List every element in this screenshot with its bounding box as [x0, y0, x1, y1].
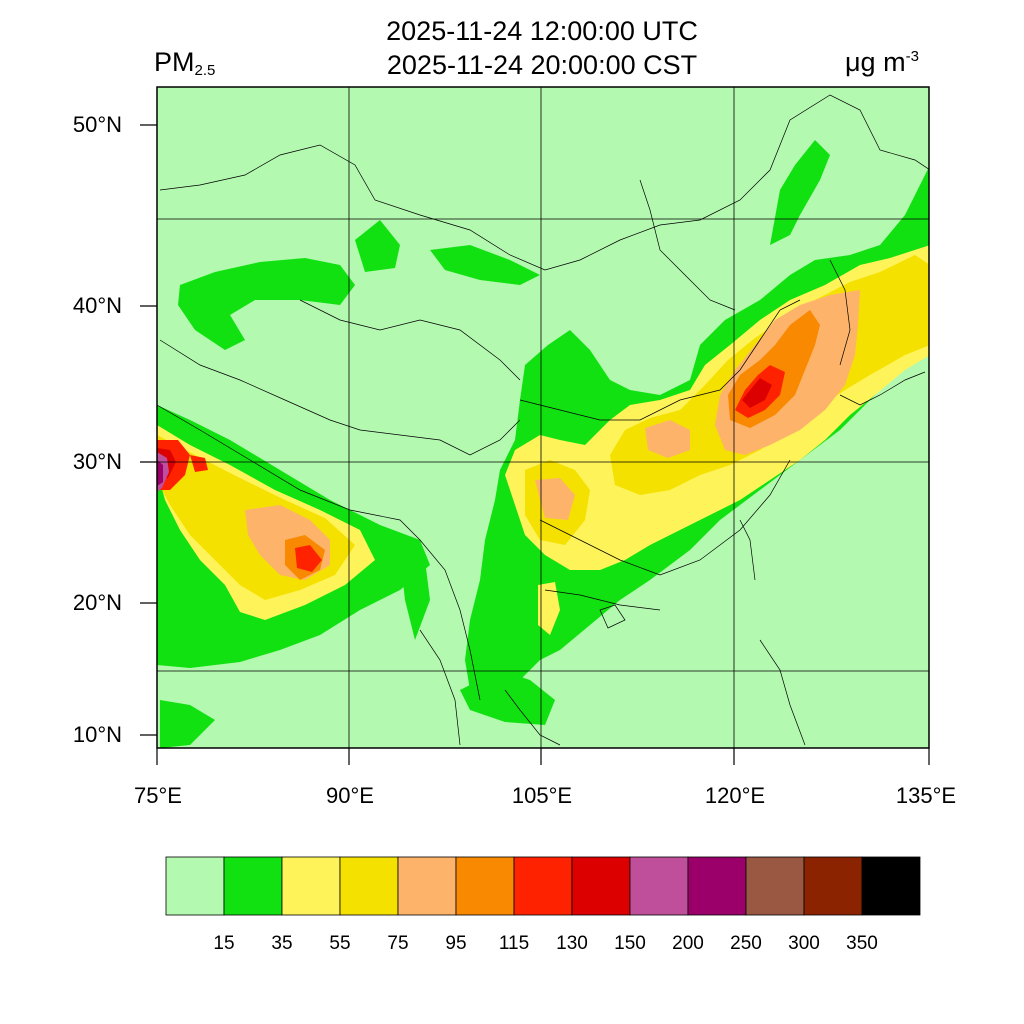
green-region-sw-india: [160, 700, 215, 748]
yellow-region-guangxi: [538, 582, 560, 635]
purple-region-northwest-india: [157, 460, 163, 486]
lat-label-50n: 50°N: [72, 112, 122, 137]
colorbar-swatch-7: [571, 856, 631, 916]
colorbar-swatch-9: [687, 856, 747, 916]
colorbar-label-35: 35: [271, 933, 293, 954]
colorbar-swatch-1: [223, 856, 283, 916]
boundary-lines: [157, 94, 929, 746]
colorbar-label-130: 130: [556, 933, 588, 954]
lon-label-135e: 135°E: [895, 783, 957, 808]
colorbar-swatch-0: [165, 856, 225, 916]
colorbar-swatch-2: [281, 856, 341, 916]
red-region-india-2: [190, 455, 208, 472]
map-title-cst: 2025-11-24 20:00:00 CST: [386, 50, 698, 80]
variable-label: PM2.5: [154, 47, 216, 79]
colorbar-label-55: 55: [329, 933, 351, 954]
colorbar-label-75: 75: [387, 933, 409, 954]
colorbar-label-115: 115: [498, 933, 530, 954]
colorbar-label-200: 200: [672, 933, 704, 954]
colorbar-swatch-12: [861, 856, 921, 916]
colorbar-label-350: 350: [846, 933, 878, 954]
colorbar-label-300: 300: [788, 933, 820, 954]
colorbar-swatch-3: [339, 856, 399, 916]
colorbar-label-250: 250: [730, 933, 762, 954]
graticule: [157, 87, 929, 748]
green-region-hainan-south: [460, 670, 555, 725]
colorbar-swatch-6: [513, 856, 573, 916]
colorbar-label-150: 150: [614, 933, 646, 954]
lat-label-30n: 30°N: [72, 449, 122, 474]
green-region-xinjiang: [178, 258, 355, 350]
orange-region-hubei: [645, 420, 690, 458]
green-region-inner-mongolia: [430, 245, 540, 285]
darkred-region-hebei: [742, 378, 772, 408]
green-region-gansu: [355, 220, 400, 272]
colorbar-label-95: 95: [445, 933, 467, 954]
map-frame: [156, 86, 930, 749]
colorbar-swatch-5: [455, 856, 515, 916]
unit-label: μg m-3: [845, 47, 919, 77]
colorbar-swatch-11: [803, 856, 863, 916]
concentration-field: [157, 87, 929, 748]
colorbar-swatch-4: [397, 856, 457, 916]
green-region-myanmar: [400, 555, 430, 640]
colorbar-label-15: 15: [213, 933, 235, 954]
axis-ticks: [140, 124, 930, 765]
colorbar-swatch-8: [629, 856, 689, 916]
lon-label-105e: 105°E: [511, 783, 573, 808]
lon-label-75e: 75°E: [134, 783, 182, 808]
lat-label-40n: 40°N: [72, 293, 122, 318]
orange-region-sichuan: [535, 478, 575, 520]
lon-label-120e: 120°E: [704, 783, 766, 808]
lon-label-90e: 90°E: [326, 783, 374, 808]
map-title-utc: 2025-11-24 12:00:00 UTC: [386, 16, 698, 46]
lat-label-10n: 10°N: [72, 722, 122, 747]
colorbar-swatch-10: [745, 856, 805, 916]
lat-label-20n: 20°N: [72, 590, 122, 615]
red-region-india: [295, 545, 322, 572]
colorbar: [165, 856, 921, 916]
